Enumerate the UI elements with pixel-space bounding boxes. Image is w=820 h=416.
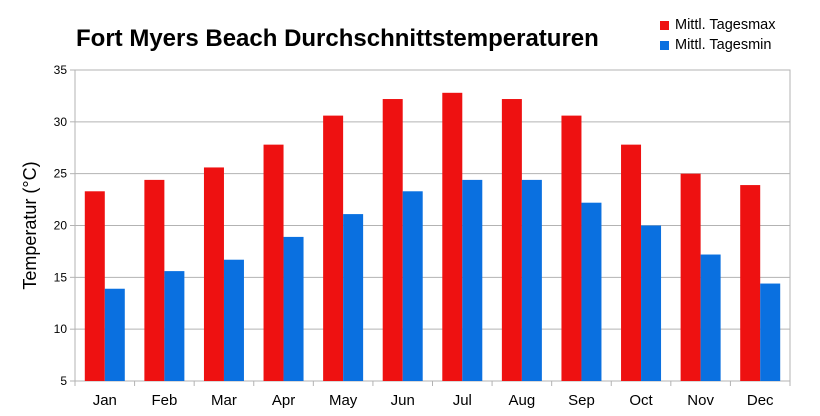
bar-min (462, 179, 483, 381)
bar-min (343, 214, 364, 381)
bar-max (621, 144, 642, 381)
legend-label-max: Mittl. Tagesmax (675, 17, 776, 33)
y-tick-label: 10 (54, 322, 68, 336)
x-tick-label: May (329, 392, 358, 409)
bar-min (223, 259, 244, 381)
bar-max (382, 99, 403, 381)
x-tick-label: Jul (453, 392, 472, 409)
x-tick-label: Nov (687, 392, 714, 409)
bar-max (84, 191, 105, 381)
bar-max (501, 99, 522, 381)
bar-max (144, 179, 165, 381)
bar-max (740, 185, 761, 381)
x-tick-label: Aug (509, 392, 536, 409)
legend-item-min: Mittl. Tagesmin (660, 35, 775, 55)
chart-title: Fort Myers Beach Durchschnittstemperatur… (76, 25, 599, 52)
x-tick-label: Oct (629, 392, 653, 409)
legend-item-max: Mittl. Tagesmax (660, 15, 775, 35)
y-tick-label: 30 (54, 115, 68, 129)
bar-min (641, 225, 662, 381)
y-tick-label: 15 (54, 270, 68, 284)
y-tick-label: 35 (54, 63, 68, 77)
x-tick-label: Jan (93, 392, 117, 409)
x-tick-label: Sep (568, 392, 595, 409)
bar-min (760, 283, 781, 381)
y-tick-label: 20 (54, 219, 68, 233)
x-tick-label: Jun (391, 392, 415, 409)
bar-min (104, 288, 125, 381)
legend-swatch-max (660, 20, 669, 30)
legend: Mittl. Tagesmax Mittl. Tagesmin (660, 15, 775, 55)
legend-label-min: Mittl. Tagesmin (675, 37, 772, 53)
bar-max (680, 173, 701, 381)
x-tick-label: Feb (151, 392, 177, 409)
y-axis-label: Temperatur (°C) (20, 161, 40, 289)
bar-max (442, 92, 463, 381)
bar-min (164, 271, 185, 381)
bar-min (700, 254, 721, 381)
bar-min (521, 179, 542, 381)
x-tick-label: Mar (211, 392, 237, 409)
bar-max (561, 115, 582, 381)
bar-min (283, 236, 304, 381)
x-tick-label: Dec (747, 392, 774, 409)
bar-max (323, 115, 344, 381)
bar-min (402, 191, 423, 381)
y-tick-label: 25 (54, 167, 68, 181)
legend-swatch-min (660, 40, 669, 50)
bar-max (203, 167, 224, 381)
y-tick-label: 5 (60, 374, 67, 388)
bar-min (581, 202, 602, 381)
bar-max (263, 144, 284, 381)
x-tick-label: Apr (272, 392, 295, 409)
